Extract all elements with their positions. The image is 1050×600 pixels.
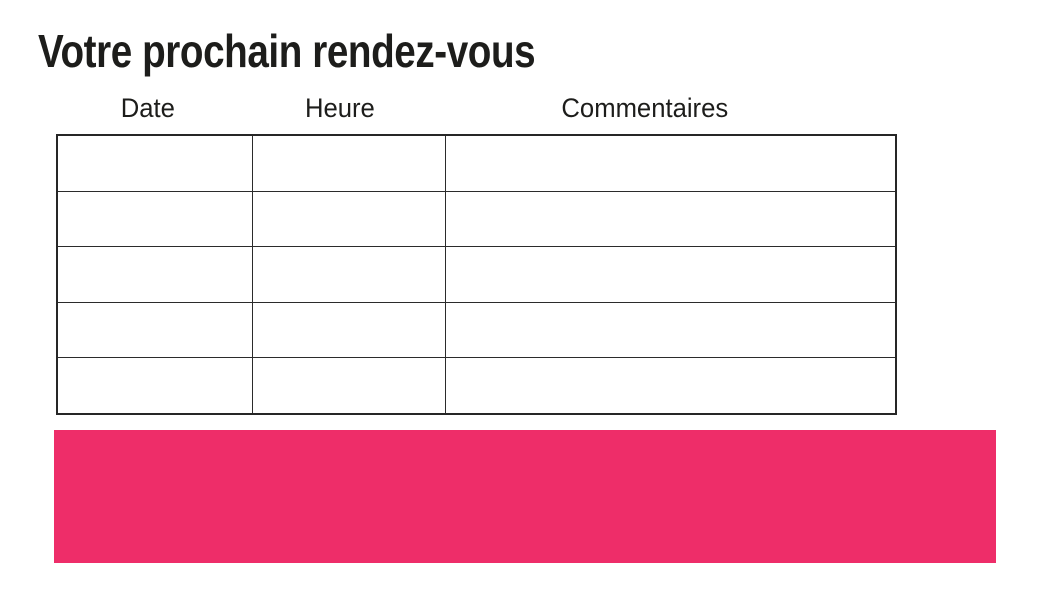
table-cell: [251, 246, 446, 303]
table-cell: [444, 134, 897, 192]
table-cell: [444, 357, 897, 414]
table-cell: [251, 134, 446, 192]
table-cell: [56, 134, 253, 192]
table-row: [56, 134, 897, 192]
table-cell: [56, 190, 253, 247]
column-header-heure: Heure: [304, 93, 375, 123]
table-cell: [56, 246, 253, 303]
table-row: [56, 357, 897, 414]
table-row: [56, 246, 897, 303]
page-title: Votre prochain rendez-vous: [38, 25, 536, 77]
appointments-table-body: [56, 134, 897, 414]
table-cell: [444, 190, 897, 247]
pink-banner: [54, 430, 996, 563]
appointments-table: [56, 134, 897, 415]
table-cell: [251, 190, 446, 247]
table-cell: [251, 357, 446, 414]
table-cell: [444, 246, 897, 303]
table-row: [56, 190, 897, 247]
column-header-date: Date: [120, 93, 175, 123]
table-cell: [56, 357, 253, 414]
table-header-row: Date Heure Commentaires: [56, 92, 895, 124]
table-cell: [251, 301, 446, 358]
column-header-commentaires: Commentaires: [561, 93, 729, 123]
table-cell: [444, 301, 897, 358]
table-row: [56, 301, 897, 358]
table-cell: [56, 301, 253, 358]
